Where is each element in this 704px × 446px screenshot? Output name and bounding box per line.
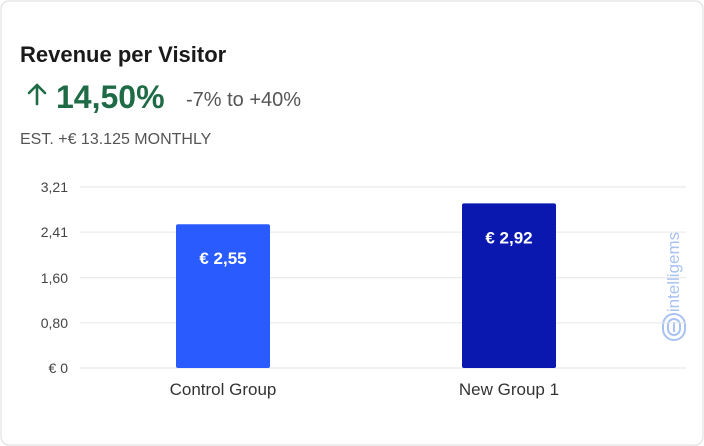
watermark: intelligems [664, 232, 683, 312]
up-arrow [27, 83, 47, 106]
range: -7% to +40% [186, 89, 301, 111]
y-tick-label: 0,80 [41, 315, 68, 331]
y-tick-label: 1,60 [41, 270, 68, 286]
title: Revenue per Visitor [20, 42, 227, 67]
y-tick-label: 2,41 [41, 224, 68, 240]
x-tick-label: Control Group [170, 380, 277, 399]
value-label: € 2,92 [485, 228, 532, 247]
bar [176, 224, 270, 368]
y-tick-label: € 0 [49, 360, 69, 376]
bar [462, 203, 556, 368]
y-tick-label: 3,21 [41, 179, 68, 195]
estimate: EST. +€ 13.125 MONTHLY [20, 131, 212, 148]
watermark-logo [662, 313, 686, 341]
x-tick-label: New Group 1 [459, 380, 559, 399]
uplift: 14,50% [56, 79, 165, 115]
value-label: € 2,55 [199, 249, 246, 268]
